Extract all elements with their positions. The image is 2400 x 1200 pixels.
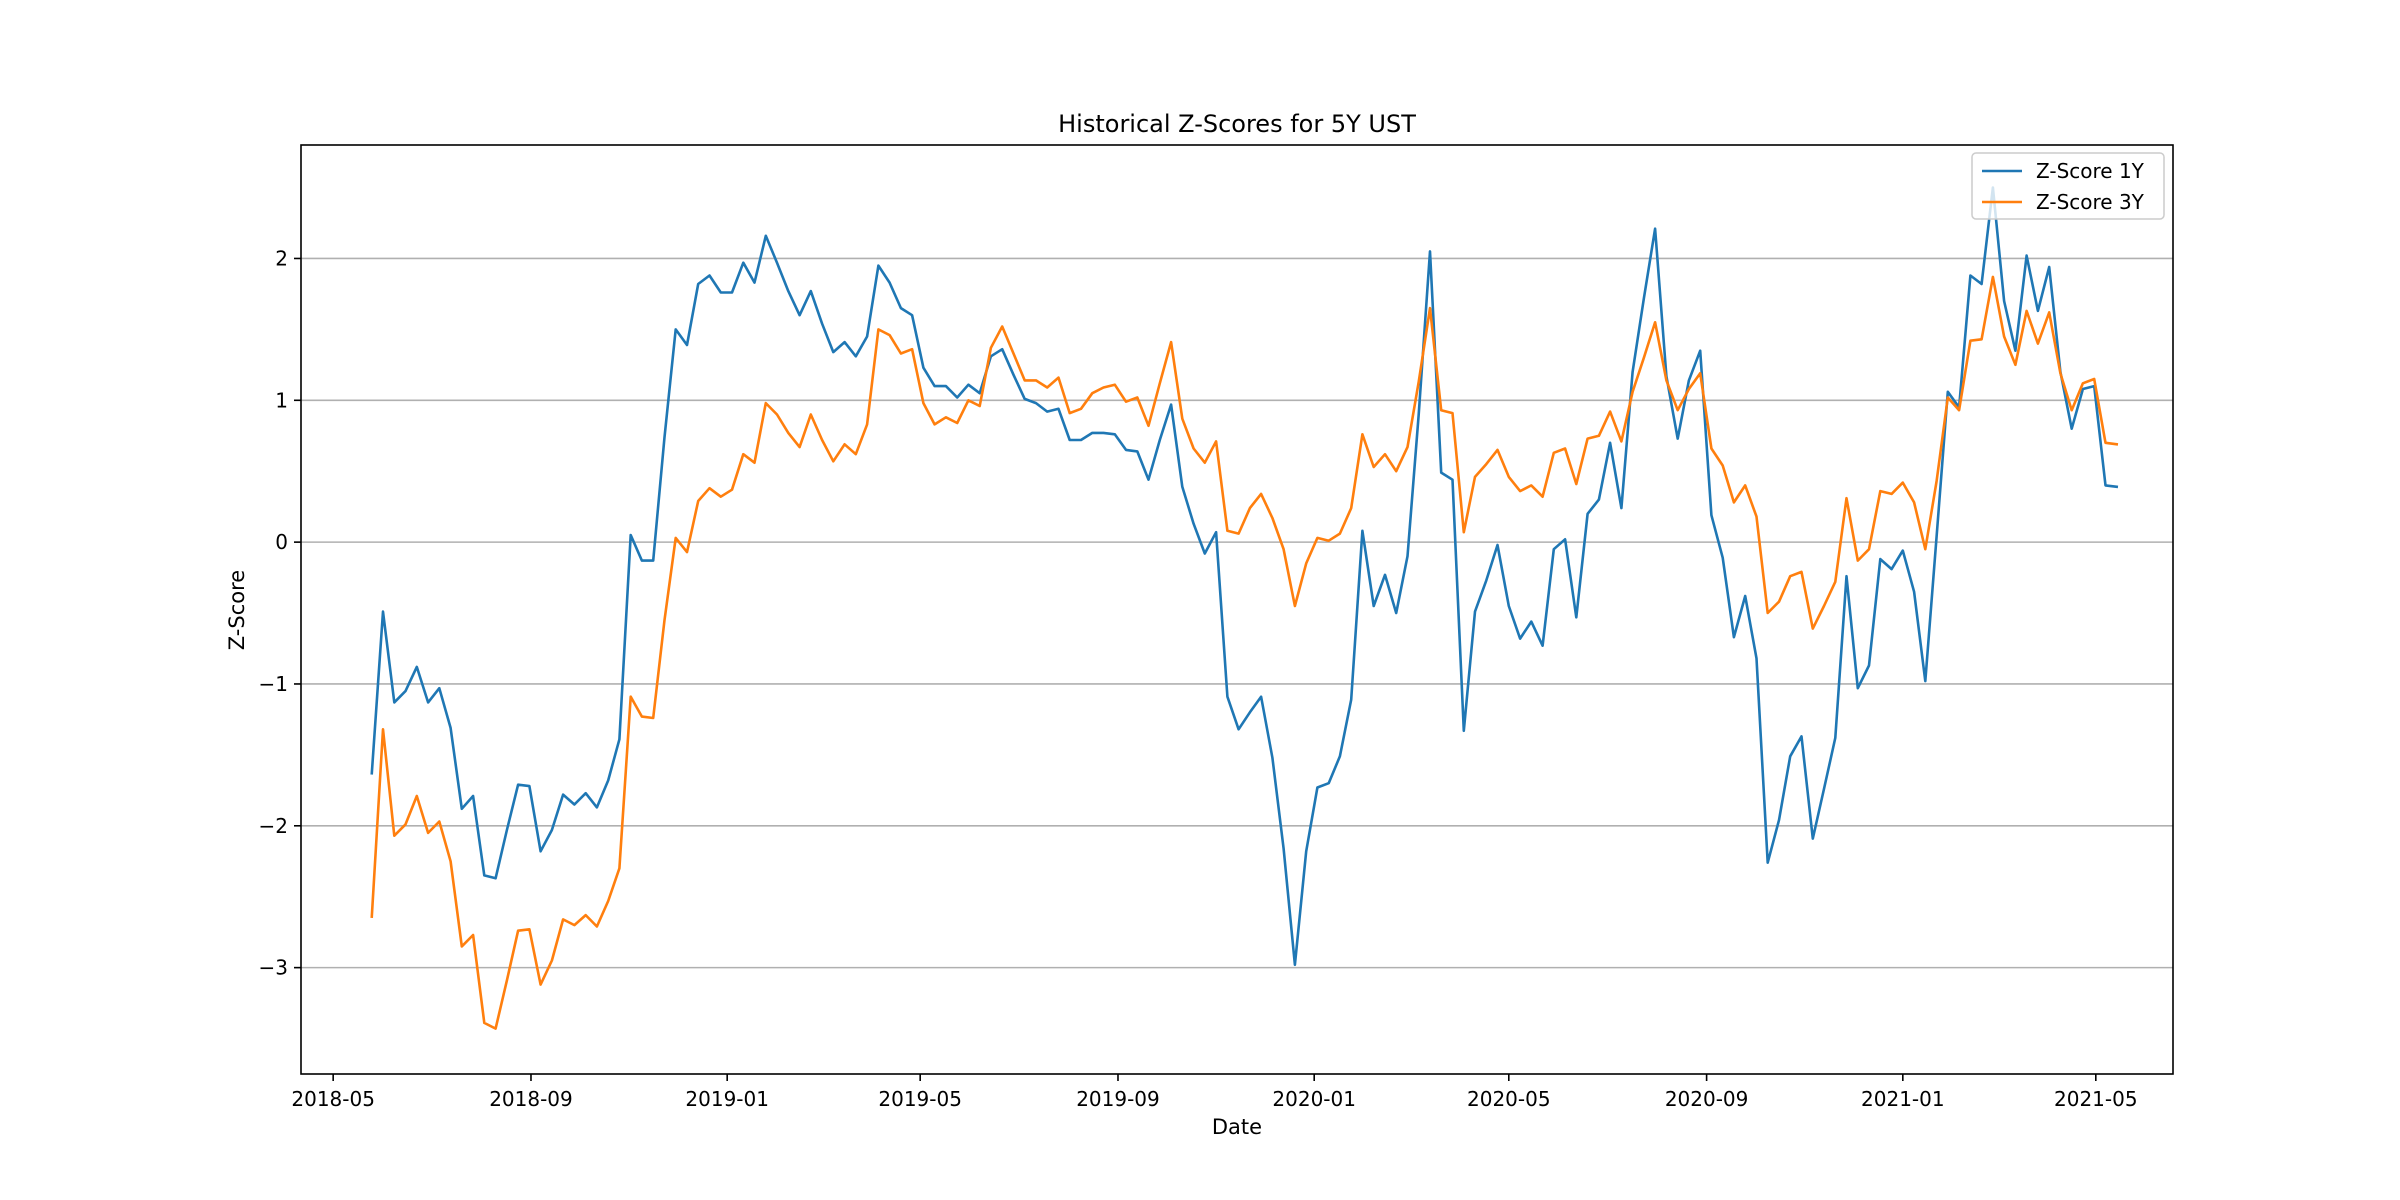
series-line-z-score-1y — [370, 186, 2119, 967]
y-tick-label: 1 — [275, 388, 288, 412]
y-tick-label: −2 — [259, 814, 288, 838]
grid-layer — [301, 257, 2173, 969]
legend: Z-Score 1Y Z-Score 3Y — [1971, 152, 2165, 220]
x-tick-label: 2018-05 — [291, 1087, 375, 1111]
legend-label: Z-Score 1Y — [2036, 159, 2145, 183]
x-tick-label: 2019-09 — [1076, 1087, 1160, 1111]
x-tick-label: 2020-05 — [1467, 1087, 1551, 1111]
y-tick-label: 0 — [275, 530, 288, 554]
x-tick-label: 2020-01 — [1272, 1087, 1356, 1111]
x-tick-label: 2021-05 — [2054, 1087, 2138, 1111]
tick-layer: −3 −2 −1 0 1 2 2018-05 2018-09 2019-01 2019-05 201… — [259, 246, 2138, 1111]
y-tick-label: −3 — [259, 956, 288, 980]
x-tick-label: 2019-05 — [878, 1087, 962, 1111]
x-tick-label: 2019-01 — [685, 1087, 769, 1111]
x-axis-label: Date — [1212, 1115, 1262, 1139]
x-tick-label: 2018-09 — [489, 1087, 573, 1111]
y-tick-label: −1 — [259, 672, 288, 696]
y-tick-label: 2 — [275, 246, 288, 270]
plot-frame — [300, 144, 2174, 1075]
x-tick-label: 2020-09 — [1665, 1087, 1749, 1111]
y-axis-label: Z-Score — [225, 570, 249, 650]
chart-title: Historical Z-Scores for 5Y UST — [1058, 110, 1416, 138]
x-tick-label: 2021-01 — [1861, 1087, 1945, 1111]
legend-label: Z-Score 3Y — [2036, 190, 2145, 214]
series-line-z-score-3y — [370, 275, 2119, 1030]
series-layer — [370, 186, 2119, 1030]
